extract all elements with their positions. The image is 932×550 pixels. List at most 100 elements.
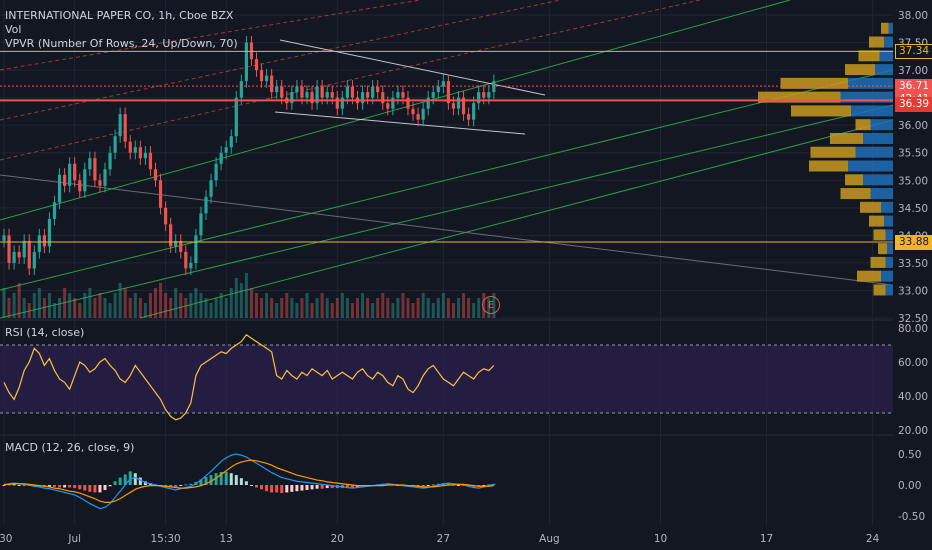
time-tick-label: 24 xyxy=(866,533,880,545)
macd-histogram-bar xyxy=(32,485,36,487)
macd-histogram-bar xyxy=(189,483,193,485)
price-tick-label: 35.00 xyxy=(898,175,928,187)
volume-bar xyxy=(37,288,41,318)
candle-body xyxy=(32,251,36,269)
candle-body xyxy=(22,240,26,258)
volume-bar xyxy=(219,293,223,318)
vpvr-up-bar xyxy=(851,105,893,117)
time-tick-label: 10 xyxy=(654,533,667,545)
candle-body xyxy=(295,86,299,93)
volume-bar xyxy=(63,288,67,318)
volume-bar xyxy=(426,298,430,318)
candle-body xyxy=(214,163,218,181)
candle-body xyxy=(133,147,137,153)
trend-line xyxy=(0,104,894,319)
volume-bar xyxy=(73,298,77,318)
volume-bar xyxy=(285,293,289,318)
volume-bar xyxy=(255,293,258,318)
volume-bar xyxy=(406,298,410,318)
candle-body xyxy=(305,92,309,98)
candle-body xyxy=(239,81,243,98)
vpvr-down-bar xyxy=(845,174,863,186)
time-tick-label: 20 xyxy=(331,533,344,545)
macd-histogram-bar xyxy=(416,485,420,487)
macd-histogram-bar xyxy=(138,477,142,485)
candle-body xyxy=(244,42,248,82)
macd-histogram-bar xyxy=(83,485,87,491)
volume-bar xyxy=(361,293,365,318)
volume-bar xyxy=(169,298,173,318)
volume-bar xyxy=(381,293,385,318)
macd-pane xyxy=(2,453,496,510)
rsi-tick-label: 20.00 xyxy=(898,425,928,437)
channel-line xyxy=(0,0,561,121)
volume-bar xyxy=(340,293,344,318)
macd-histogram-bar xyxy=(431,484,435,486)
candle-body xyxy=(42,235,46,247)
volume-bar xyxy=(229,288,233,318)
time-tick-label: 15:30 xyxy=(150,533,180,545)
macd-histogram-bar xyxy=(224,471,228,485)
volume-bar xyxy=(295,303,299,318)
candle-body xyxy=(88,158,92,170)
macd-histogram-bar xyxy=(467,485,471,487)
macd-histogram-bar xyxy=(184,484,188,486)
candle-body xyxy=(467,114,471,120)
volume-bar xyxy=(356,298,359,318)
candle-body xyxy=(325,92,329,98)
volume-bar xyxy=(305,293,309,318)
volume-bar xyxy=(401,293,405,318)
volume-bar xyxy=(457,298,460,318)
macd-tick-label: 0.00 xyxy=(898,480,921,492)
earnings-marker-icon[interactable]: E xyxy=(482,296,500,314)
macd-histogram-bar xyxy=(219,471,223,485)
vpvr-down-bar xyxy=(869,36,884,48)
volume-bar xyxy=(350,303,354,318)
candle-body xyxy=(219,152,223,164)
candle-body xyxy=(265,75,269,82)
macd-histogram-bar xyxy=(113,481,117,485)
macd-histogram-bar xyxy=(451,483,455,485)
chart-title: INTERNATIONAL PAPER CO, 1h, Cboe BZX xyxy=(5,9,234,22)
volume-bar xyxy=(174,288,178,318)
volume-bar xyxy=(2,288,6,318)
price-tick-label: 33.50 xyxy=(898,258,928,270)
macd-histogram-bar xyxy=(305,485,309,490)
macd-histogram-bar xyxy=(128,471,132,485)
rsi-tick-label: 80.00 xyxy=(898,323,928,335)
trend-lines xyxy=(0,0,894,319)
volume-bar xyxy=(199,293,203,318)
macd-histogram-bar xyxy=(270,485,274,493)
candle-body xyxy=(199,213,203,236)
volume-bar xyxy=(416,298,420,318)
volume-bar xyxy=(366,298,370,318)
candle-body xyxy=(123,114,127,142)
volume-bar xyxy=(451,303,455,318)
volume-bar xyxy=(78,303,82,318)
candle-body xyxy=(103,169,107,186)
macd-histogram-bar xyxy=(295,485,299,492)
candle-body xyxy=(179,240,183,252)
candle-body xyxy=(2,235,6,241)
candle-body xyxy=(456,97,461,109)
candle-body xyxy=(406,97,410,109)
candle-body xyxy=(310,92,314,104)
candle-body xyxy=(290,92,294,104)
vpvr-down-bar xyxy=(881,22,889,34)
candle-body xyxy=(229,136,233,148)
vpvr-up-bar xyxy=(884,36,893,48)
volume-bar xyxy=(330,303,334,318)
candle-body xyxy=(158,180,163,208)
vpvr-up-bar xyxy=(848,160,893,172)
volume-bar xyxy=(431,303,435,318)
vpvr-up-bar xyxy=(885,229,893,241)
volume-bar xyxy=(118,283,122,318)
candle-body xyxy=(421,108,425,120)
trend-line xyxy=(274,111,526,135)
vpvr-up-bar xyxy=(885,284,893,296)
volume-bar xyxy=(164,293,168,318)
volume-bar xyxy=(103,298,107,318)
volume-bar xyxy=(265,293,269,318)
candle-body xyxy=(426,97,430,109)
